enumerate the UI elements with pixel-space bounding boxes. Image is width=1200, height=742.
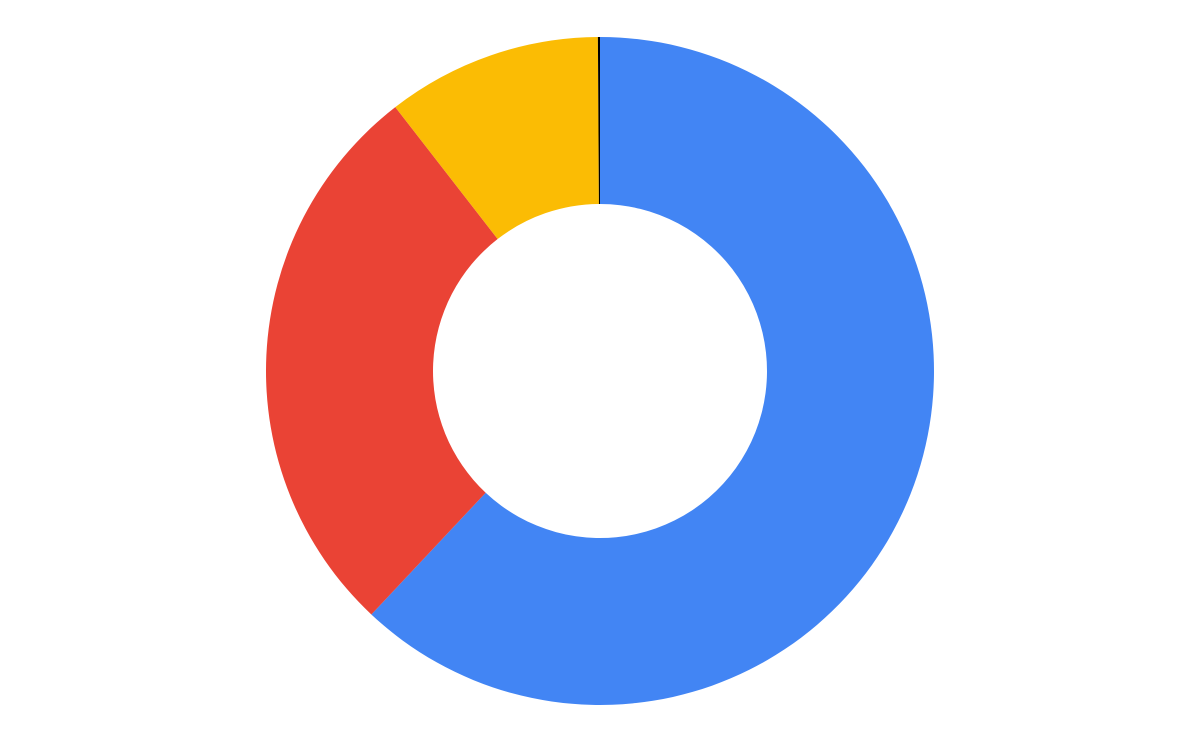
donut-slice bbox=[371, 37, 934, 705]
donut-slice bbox=[265, 107, 498, 615]
donut-slice bbox=[597, 37, 600, 205]
donut-slice bbox=[395, 37, 599, 240]
